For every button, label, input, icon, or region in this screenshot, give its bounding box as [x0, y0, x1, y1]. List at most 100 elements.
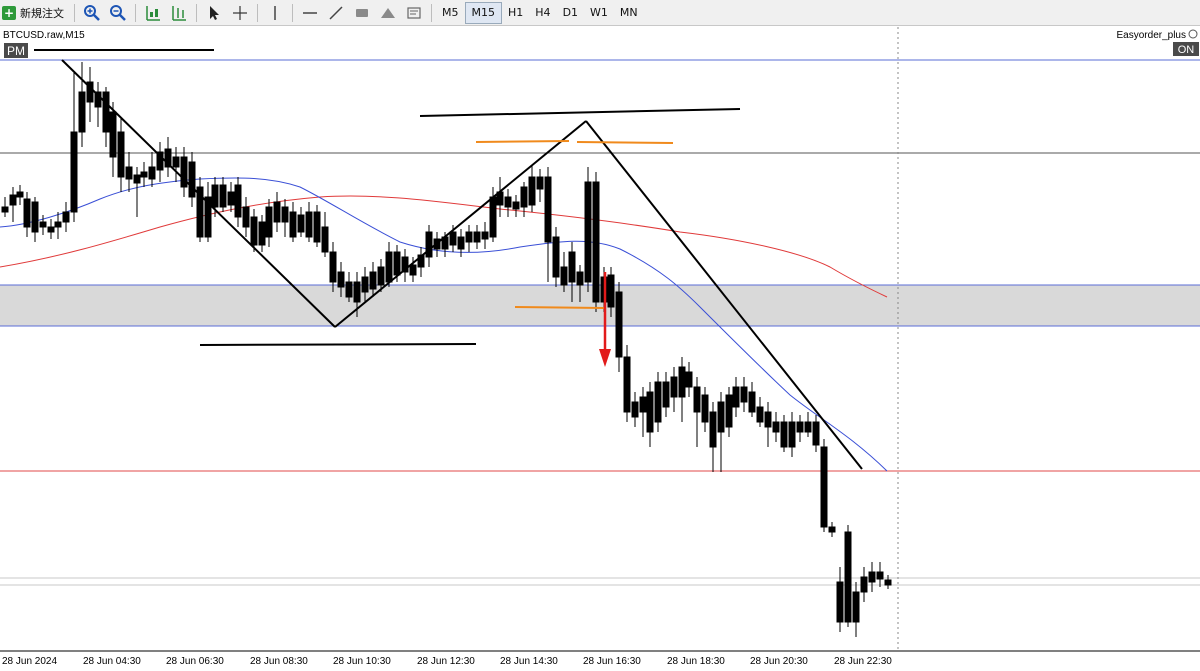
candle-body[interactable]: [47, 226, 55, 233]
candle-body[interactable]: [125, 166, 133, 180]
candle-body[interactable]: [828, 526, 836, 533]
candle-body[interactable]: [489, 196, 497, 238]
candle-body[interactable]: [852, 591, 860, 623]
candle-body[interactable]: [54, 221, 62, 228]
candle-body[interactable]: [615, 291, 623, 358]
candle-body[interactable]: [39, 221, 47, 228]
timeframe-h1[interactable]: H1: [508, 6, 524, 19]
horizontal-line-resistance[interactable]: [419, 108, 741, 117]
candle-body[interactable]: [544, 176, 552, 243]
candle-body[interactable]: [409, 264, 417, 276]
new-order-button[interactable]: + 新規注文: [0, 2, 70, 24]
candle-body[interactable]: [725, 394, 733, 428]
down-arrow-icon[interactable]: [599, 349, 611, 367]
pm-badge[interactable]: [4, 43, 28, 58]
text-button[interactable]: [401, 2, 427, 24]
timeframe-h4[interactable]: H4: [535, 6, 551, 19]
candle-body[interactable]: [639, 396, 647, 413]
candle-body[interactable]: [369, 271, 377, 290]
candle-body[interactable]: [102, 91, 110, 133]
candle-body[interactable]: [305, 211, 313, 238]
candle-body[interactable]: [449, 231, 457, 246]
candle-body[interactable]: [592, 181, 600, 303]
candle-body[interactable]: [732, 386, 740, 408]
candle-body[interactable]: [465, 231, 473, 243]
candle-body[interactable]: [425, 231, 433, 258]
candle-body[interactable]: [646, 391, 654, 433]
candle-body[interactable]: [9, 194, 17, 206]
candle-body[interactable]: [250, 216, 258, 246]
candle-body[interactable]: [117, 131, 125, 178]
triangle-button[interactable]: [375, 2, 401, 24]
candle-body[interactable]: [417, 254, 425, 268]
candle-body[interactable]: [86, 81, 94, 103]
candle-body[interactable]: [876, 571, 884, 580]
candle-body[interactable]: [844, 531, 852, 623]
candle-body[interactable]: [552, 236, 560, 278]
candle-body[interactable]: [631, 401, 639, 418]
candlestick-series[interactable]: [1, 62, 892, 637]
vertical-line-button[interactable]: [262, 2, 288, 24]
price-chart[interactable]: BTCUSD.raw,M15 PM Easyorder_plus ON 28 J…: [0, 27, 1200, 671]
candle-body[interactable]: [140, 171, 148, 178]
candle-body[interactable]: [23, 198, 31, 228]
candle-body[interactable]: [265, 206, 273, 238]
candle-body[interactable]: [133, 174, 141, 184]
candle-body[interactable]: [568, 251, 576, 283]
candle-body[interactable]: [31, 201, 39, 233]
candle-body[interactable]: [512, 201, 520, 210]
candle-body[interactable]: [836, 581, 844, 623]
candle-body[interactable]: [329, 251, 337, 283]
horizontal-line-button[interactable]: [297, 2, 323, 24]
chart-canvas[interactable]: BTCUSD.raw,M15 PM Easyorder_plus ON 28 J…: [0, 27, 1200, 671]
candle-body[interactable]: [764, 411, 772, 428]
candle-body[interactable]: [717, 401, 725, 433]
rectangle-button[interactable]: [349, 2, 375, 24]
zoom-out-button[interactable]: [105, 2, 131, 24]
candle-body[interactable]: [62, 211, 70, 223]
moving-average-red[interactable]: [0, 195, 888, 298]
candle-body[interactable]: [812, 421, 820, 446]
candle-body[interactable]: [70, 131, 78, 213]
candle-body[interactable]: [607, 274, 615, 308]
candle-body[interactable]: [654, 381, 662, 423]
candle-body[interactable]: [289, 211, 297, 238]
orange-line-right-top[interactable]: [576, 141, 674, 144]
candle-body[interactable]: [337, 271, 345, 288]
chart-period-button[interactable]: [166, 2, 192, 24]
on-badge[interactable]: [1173, 42, 1199, 56]
candle-body[interactable]: [148, 166, 156, 180]
cursor-button[interactable]: [201, 2, 227, 24]
candle-body[interactable]: [219, 184, 227, 208]
candle-body[interactable]: [584, 181, 592, 283]
candle-body[interactable]: [804, 421, 812, 433]
candle-body[interactable]: [204, 196, 212, 238]
candle-body[interactable]: [234, 184, 242, 218]
candle-body[interactable]: [788, 421, 796, 448]
candle-body[interactable]: [242, 206, 250, 228]
candle-body[interactable]: [740, 386, 748, 403]
candle-body[interactable]: [321, 226, 329, 253]
horizontal-line-support[interactable]: [199, 343, 477, 346]
moving-average-blue[interactable]: [0, 177, 888, 472]
timeframe-mn[interactable]: MN: [619, 6, 638, 19]
candle-body[interactable]: [481, 231, 489, 240]
candle-body[interactable]: [211, 184, 219, 208]
candle-body[interactable]: [196, 186, 204, 238]
support-zone[interactable]: [0, 285, 1200, 326]
candle-body[interactable]: [78, 91, 86, 133]
candle-body[interactable]: [623, 356, 631, 413]
candle-body[interactable]: [678, 366, 686, 398]
candle-body[interactable]: [780, 421, 788, 448]
candle-body[interactable]: [393, 251, 401, 276]
candle-body[interactable]: [401, 256, 409, 273]
candle-body[interactable]: [520, 186, 528, 208]
candle-body[interactable]: [457, 236, 465, 250]
candle-body[interactable]: [227, 191, 235, 206]
orange-line-left-top[interactable]: [475, 140, 570, 143]
timeframe-m5[interactable]: M5: [442, 6, 459, 19]
trend-line-up[interactable]: [334, 120, 587, 328]
candle-body[interactable]: [820, 446, 828, 528]
candle-body[interactable]: [281, 206, 289, 223]
candle-body[interactable]: [297, 214, 305, 233]
